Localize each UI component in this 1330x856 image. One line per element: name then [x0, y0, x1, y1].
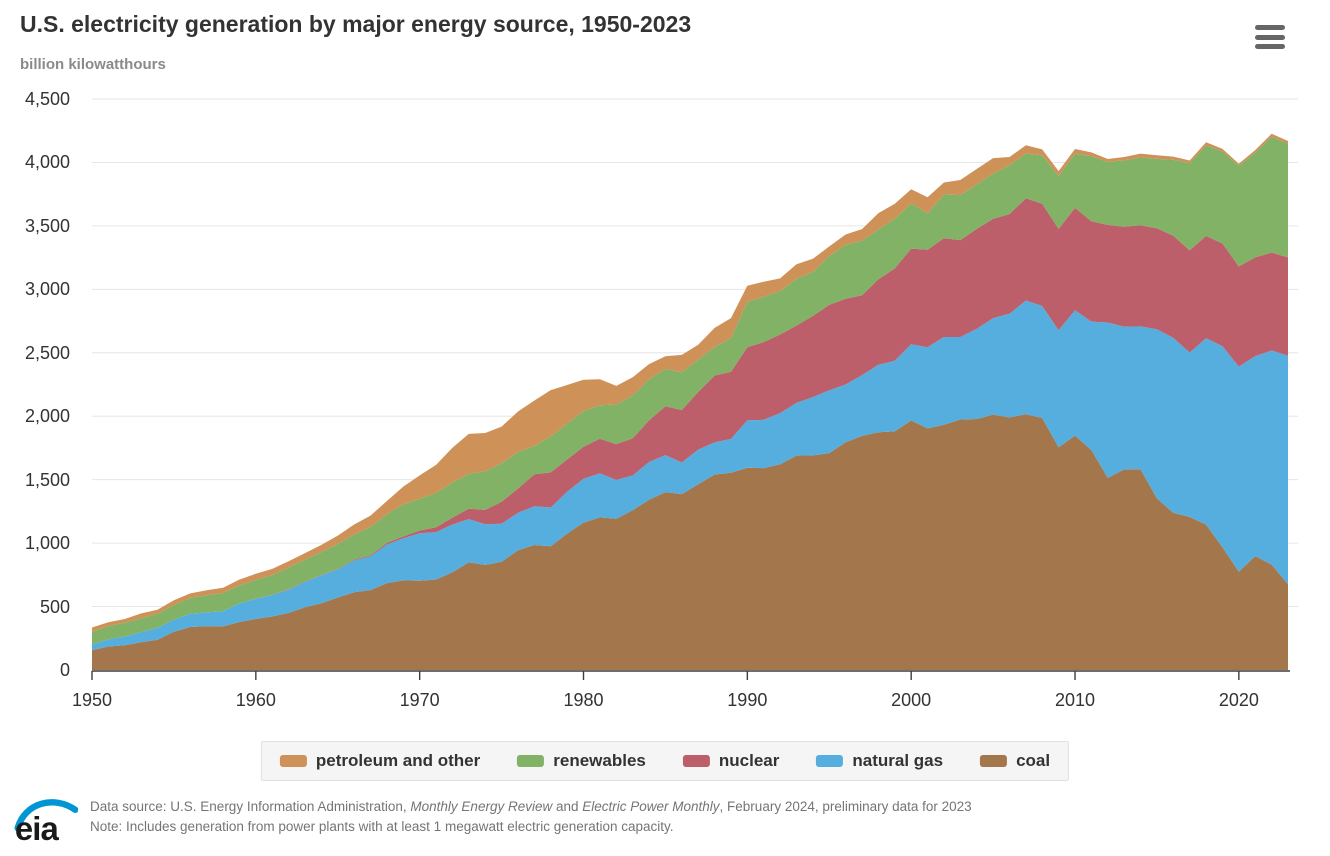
legend-label: renewables [553, 751, 646, 770]
legend-swatch-renewables [517, 755, 545, 767]
legend-item-coal[interactable]: coal [980, 751, 1050, 771]
legend: petroleum and other renewables nuclear natu… [260, 741, 1070, 781]
eia-logo-text: eia [15, 810, 60, 845]
series-area-natural-gas[interactable] [92, 300, 1288, 651]
menu-bar [1255, 25, 1285, 30]
menu-bar [1255, 34, 1285, 40]
menu-bar [1255, 44, 1285, 49]
publication-name: Electric Power Monthly [582, 799, 720, 814]
chart-title: U.S. electricity generation by major ene… [20, 11, 692, 37]
stacked-area-plot [91, 98, 1298, 680]
legend-swatch-coal [980, 755, 1008, 767]
legend-swatch-petroleum-and-other [279, 755, 307, 767]
legend-swatch-natural-gas [816, 755, 844, 767]
legend-label: petroleum and other [315, 751, 481, 770]
footer-text-segment: Data source: U.S. Energy Information Adm… [90, 799, 411, 814]
legend-item-natural-gas[interactable]: natural gas [816, 751, 943, 771]
footer-line1: Data source: U.S. Energy Information Adm… [90, 797, 972, 817]
footer-text-segment: and [552, 799, 583, 814]
eia-logo-swoosh [14, 799, 78, 832]
legend-item-petroleum-and-other[interactable]: petroleum and other [279, 751, 481, 771]
legend-label: coal [1016, 751, 1051, 770]
footer: eia Data source: U.S. Energy Information… [14, 791, 1314, 845]
y-axis-unit-label: billion kilowatthours [20, 56, 166, 73]
legend-label: nuclear [718, 751, 780, 770]
eia-logo[interactable]: eia [14, 791, 78, 845]
legend-swatch-nuclear [682, 755, 710, 767]
series-area-nuclear[interactable] [92, 198, 1288, 645]
footer-line2: Note: Includes generation from power pla… [90, 819, 674, 834]
legend-item-nuclear[interactable]: nuclear [682, 751, 780, 771]
series-area-renewables[interactable] [92, 136, 1288, 645]
series-area-coal[interactable] [92, 414, 1288, 670]
footer-text: Data source: U.S. Energy Information Adm… [90, 797, 972, 837]
publication-name: Monthly Energy Review [410, 799, 553, 814]
footer-text-segment: , February 2024, preliminary data for 20… [719, 799, 972, 814]
legend-item-renewables[interactable]: renewables [517, 751, 646, 771]
hamburger-menu-icon[interactable] [1255, 25, 1285, 49]
series-area-petroleum-and-other[interactable] [92, 133, 1288, 632]
legend-label: natural gas [852, 751, 944, 770]
